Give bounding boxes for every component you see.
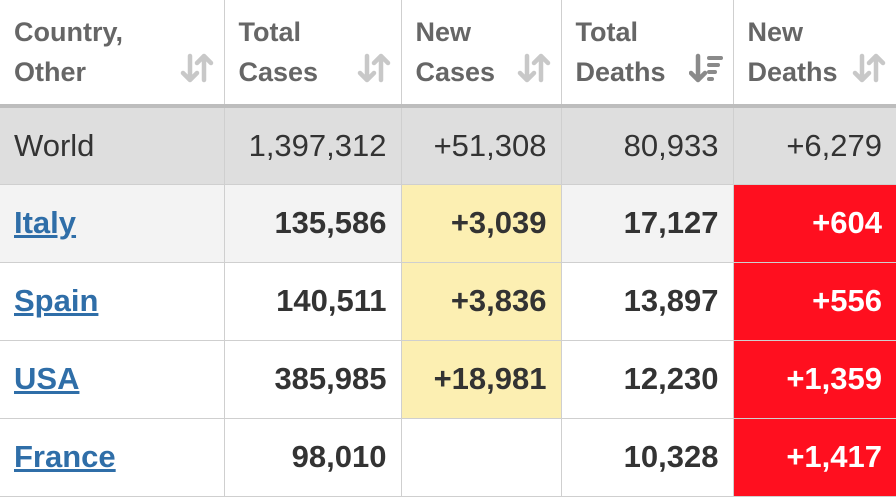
table-row: France 98,010 10,328 +1,417: [0, 417, 896, 497]
total-cases-cell: 98,010: [223, 417, 402, 497]
world-new-deaths: +6,279: [732, 105, 896, 185]
total-cases-cell: 385,985: [223, 339, 402, 419]
world-total-cases: 1,397,312: [223, 105, 402, 185]
new-cases-cell: +3,039: [400, 183, 562, 263]
country-cell: Spain: [0, 261, 225, 341]
country-link[interactable]: Italy: [14, 205, 77, 240]
new-deaths-cell: +1,359: [732, 339, 896, 419]
new-deaths-cell: +1,417: [732, 417, 896, 497]
world-label: World: [0, 105, 225, 185]
country-cell: France: [0, 417, 225, 497]
sort-unsorted-icon[interactable]: [852, 52, 886, 84]
new-cases-cell: +3,836: [400, 261, 562, 341]
column-header-label: New Cases: [415, 17, 496, 87]
total-cases-cell: 140,511: [223, 261, 402, 341]
total-cases-cell: 135,586: [223, 183, 402, 263]
country-cell: USA: [0, 339, 225, 419]
world-new-cases: +51,308: [400, 105, 562, 185]
sort-descending-icon[interactable]: [688, 52, 723, 84]
table-row: USA 385,985 +18,981 12,230 +1,359: [0, 339, 896, 419]
table-row: Italy 135,586 +3,039 17,127 +604: [0, 183, 896, 263]
new-deaths-cell: +604: [732, 183, 896, 263]
total-deaths-cell: 17,127: [560, 183, 734, 263]
table-row: Spain 140,511 +3,836 13,897 +556: [0, 261, 896, 341]
world-total-row: World 1,397,312 +51,308 80,933 +6,279: [0, 105, 896, 185]
total-deaths-cell: 12,230: [560, 339, 734, 419]
column-header-label: Total Deaths: [575, 17, 666, 87]
column-header-label: New Deaths: [747, 17, 838, 87]
country-link[interactable]: France: [14, 439, 116, 474]
sort-unsorted-icon[interactable]: [517, 52, 551, 84]
new-cases-cell: [400, 417, 562, 497]
country-link[interactable]: Spain: [14, 283, 99, 318]
world-total-deaths: 80,933: [560, 105, 734, 185]
column-header-label: Total Cases: [238, 17, 319, 87]
country-cell: Italy: [0, 183, 225, 263]
sort-unsorted-icon[interactable]: [357, 52, 391, 84]
column-header-total-cases[interactable]: Total Cases: [223, 0, 402, 108]
column-header-total-deaths[interactable]: Total Deaths: [560, 0, 734, 108]
country-link[interactable]: USA: [14, 361, 80, 396]
column-header-label: Country, Other: [14, 17, 123, 87]
total-deaths-cell: 13,897: [560, 261, 734, 341]
column-header-new-deaths[interactable]: New Deaths: [732, 0, 896, 108]
header-row: Country, Other Total Cases New Cases Tot…: [0, 0, 896, 108]
new-cases-cell: +18,981: [400, 339, 562, 419]
total-deaths-cell: 10,328: [560, 417, 734, 497]
column-header-country[interactable]: Country, Other: [0, 0, 225, 108]
new-deaths-cell: +556: [732, 261, 896, 341]
sort-unsorted-icon[interactable]: [180, 52, 214, 84]
column-header-new-cases[interactable]: New Cases: [400, 0, 562, 108]
